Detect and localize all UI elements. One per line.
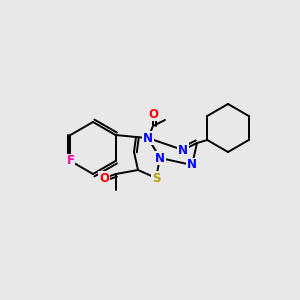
Text: N: N — [187, 158, 197, 172]
Text: F: F — [67, 154, 74, 167]
Text: N: N — [143, 131, 153, 145]
Text: S: S — [152, 172, 160, 184]
Text: N: N — [155, 152, 165, 164]
Text: N: N — [178, 143, 188, 157]
Text: O: O — [99, 172, 109, 184]
Text: O: O — [148, 107, 158, 121]
